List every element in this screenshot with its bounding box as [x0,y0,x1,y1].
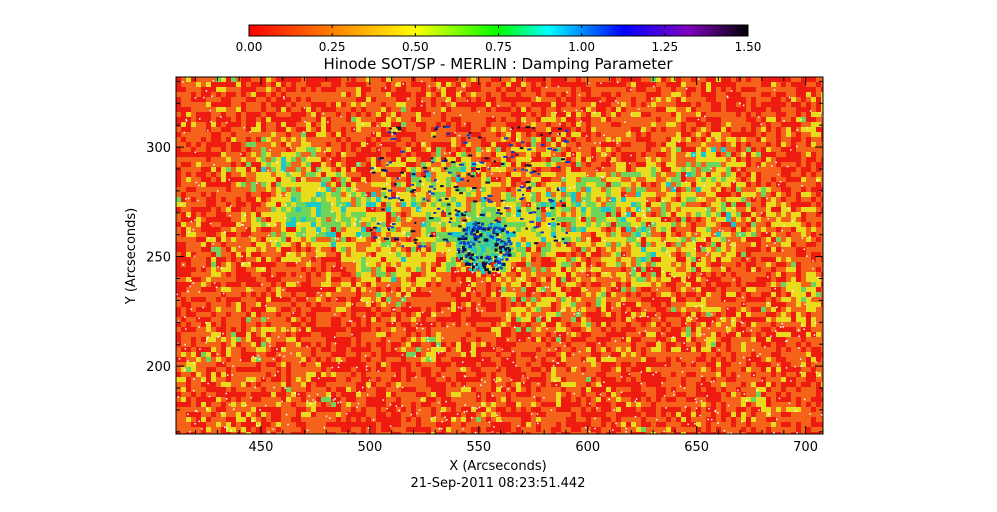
axes: 450 500 550 600 650 700 200 250 300 [146,77,823,455]
x-axis-label: X (Arcseconds) [449,459,546,474]
y-tick-label: 300 [146,141,171,156]
colorbar-ticks: 0.00 0.25 0.50 0.75 1.00 1.25 1.50 [236,25,762,54]
plot-frame [175,76,824,435]
x-tick-label: 600 [575,440,600,455]
colorbar-tick-label: 1.50 [735,40,762,54]
x-tick-label: 650 [684,440,709,455]
x-tick-label: 550 [466,440,491,455]
y-axis-label: Y (Arcseconds) [124,208,139,305]
colorbar-tick-label: 0.00 [236,40,263,54]
damping-map [176,77,823,434]
colorbar-tick-label: 0.25 [319,40,346,54]
x-tick-label: 700 [793,440,818,455]
y-tick-label: 200 [146,360,171,375]
y-tick-label: 250 [146,251,171,266]
colorbar-tick-label: 1.00 [568,40,595,54]
colorbar-tick-label: 1.25 [651,40,678,54]
colorbar-tick-label: 0.75 [485,40,512,54]
plot-title: Hinode SOT/SP - MERLIN : Damping Paramet… [323,55,673,73]
colorbar-tick-label: 0.50 [402,40,429,54]
timestamp: 21-Sep-2011 08:23:51.442 [411,476,586,491]
x-tick-label: 500 [357,440,382,455]
x-tick-label: 450 [249,440,274,455]
